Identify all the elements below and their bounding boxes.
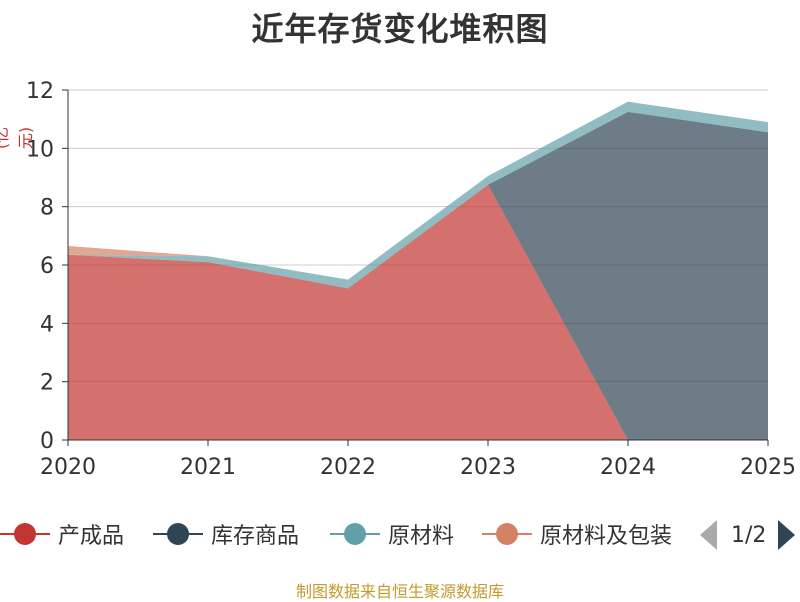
source-footer: 制图数据来自恒生聚源数据库 [295, 582, 504, 601]
axes: 0 2 4 6 8 10 12 2020 2021 2022 2023 2024 2025 [26, 79, 796, 480]
y-tick-label: 2 [40, 371, 54, 396]
legend-circle-marker [14, 523, 36, 545]
legend-circle-marker [344, 523, 366, 545]
legend-item[interactable]: 产成品 [0, 516, 124, 552]
x-tick-label: 2024 [600, 455, 656, 480]
legend-pager: 1/2 [700, 518, 796, 552]
stacked-area-chart: 0 2 4 6 8 10 12 2020 2021 2022 2023 2024 2025 [26, 79, 796, 480]
y-tick-label: 6 [40, 254, 54, 279]
legend-prev-page-icon[interactable] [700, 520, 717, 550]
legend-item[interactable]: 库存商品 [153, 516, 299, 552]
legend-label: 原材料及包装 [540, 524, 673, 549]
legend-label: 产成品 [58, 524, 125, 549]
legend-next-page-icon[interactable] [778, 520, 796, 550]
legend-circle-marker [496, 523, 518, 545]
area-series-产成品[interactable] [68, 184, 768, 440]
chart-title: 近年存货变化堆积图 [251, 10, 549, 48]
x-tick-label: 2022 [320, 455, 376, 480]
x-tick-label: 2025 [740, 455, 796, 480]
legend-swatch-icon [330, 516, 380, 552]
y-tick-label: 12 [26, 79, 54, 104]
y-tick-label: 0 [40, 429, 54, 454]
legend-swatch-icon [153, 516, 203, 552]
legend-swatch-icon [482, 516, 532, 552]
area-series-原材料[interactable] [68, 101, 768, 289]
legend: 产成品 库存商品 原材料 原材料及包装 [0, 516, 800, 552]
legend-label: 库存商品 [211, 524, 300, 549]
legend-label: 原材料 [388, 524, 455, 549]
y-tick-label: 4 [40, 312, 54, 337]
area-series-库存商品[interactable] [68, 111, 768, 440]
y-tick-label: 10 [26, 137, 54, 162]
legend-swatch-icon [0, 516, 50, 552]
x-tick-label: 2020 [40, 455, 96, 480]
area-series [68, 101, 768, 440]
legend-item[interactable]: 原材料及包装 [482, 516, 672, 552]
legend-page-indicator: 1/2 [731, 522, 767, 548]
legend-circle-marker [167, 523, 189, 545]
y-tick-label: 8 [40, 196, 54, 221]
x-tick-label: 2023 [460, 455, 516, 480]
x-tick-label: 2021 [180, 455, 236, 480]
legend-item[interactable]: 原材料 [330, 516, 454, 552]
